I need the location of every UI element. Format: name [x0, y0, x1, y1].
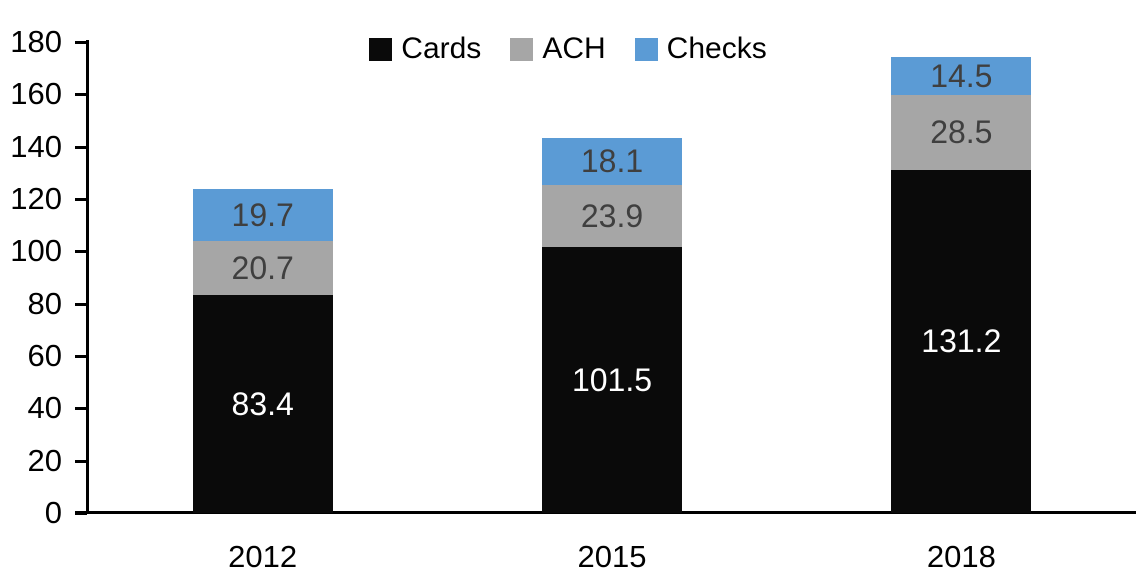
legend-label: Cards [401, 32, 482, 65]
y-tick-label: 0 [44, 495, 62, 530]
value-label: 101.5 [571, 362, 653, 399]
bar-segment-checks-2018: 14.5 [891, 57, 1032, 96]
y-tick-mark [75, 198, 87, 201]
legend-label: Checks [666, 32, 767, 65]
y-tick-mark [75, 250, 87, 254]
y-tick-label: 160 [10, 76, 62, 112]
y-tick-mark [75, 302, 87, 306]
legend-item-ach: ACH [510, 32, 606, 65]
y-tick-mark [75, 355, 87, 358]
value-label: 20.7 [231, 249, 294, 286]
value-label: 14.5 [930, 58, 993, 95]
y-tick-mark [75, 407, 87, 411]
legend-item-checks: Checks [634, 32, 767, 65]
y-axis-line [86, 40, 89, 514]
bar-segment-cards-2015: 101.5 [542, 247, 682, 513]
value-label: 19.7 [231, 196, 294, 233]
legend-swatch-cards-icon [369, 37, 393, 61]
y-tick-mark [75, 145, 87, 149]
value-label: 18.1 [580, 143, 644, 180]
value-label: 131.2 [921, 323, 1002, 360]
value-label: 83.4 [231, 385, 294, 422]
y-tick-label: 180 [10, 24, 62, 59]
x-axis-label-2018: 2018 [926, 539, 996, 574]
bar-segment-checks-2012: 19.7 [192, 189, 333, 241]
y-tick-label: 140 [10, 128, 62, 164]
y-tick-mark [75, 459, 87, 463]
y-tick-label: 100 [10, 233, 62, 269]
bar-segment-checks-2015: 18.1 [542, 137, 682, 185]
legend-swatch-checks-icon [634, 37, 658, 61]
y-tick-mark [75, 512, 87, 515]
y-tick-mark [75, 41, 87, 44]
y-tick-label: 80 [27, 285, 62, 321]
y-tick-mark [75, 93, 87, 97]
legend: Cards ACH Checks [0, 34, 1136, 64]
bar-segment-ach-2012: 20.7 [192, 240, 333, 295]
y-tick-label: 40 [27, 390, 62, 426]
legend-item-cards: Cards [369, 34, 481, 64]
y-tick-label: 20 [27, 442, 62, 478]
bar-segment-cards-2012: 83.4 [192, 294, 333, 513]
legend-swatch-ach-icon [510, 37, 534, 61]
bar-segment-ach-2018: 28.5 [891, 95, 1032, 170]
legend-label: ACH [542, 32, 606, 65]
value-label: 28.5 [930, 114, 993, 151]
bar-segment-ach-2015: 23.9 [542, 184, 682, 248]
y-tick-label: 120 [10, 181, 62, 216]
bar-segment-cards-2018: 131.2 [891, 169, 1032, 513]
value-label: 23.9 [580, 198, 644, 235]
x-axis-label-2012: 2012 [228, 539, 298, 574]
y-tick-label: 60 [27, 338, 62, 373]
x-axis-label-2015: 2015 [577, 539, 647, 574]
